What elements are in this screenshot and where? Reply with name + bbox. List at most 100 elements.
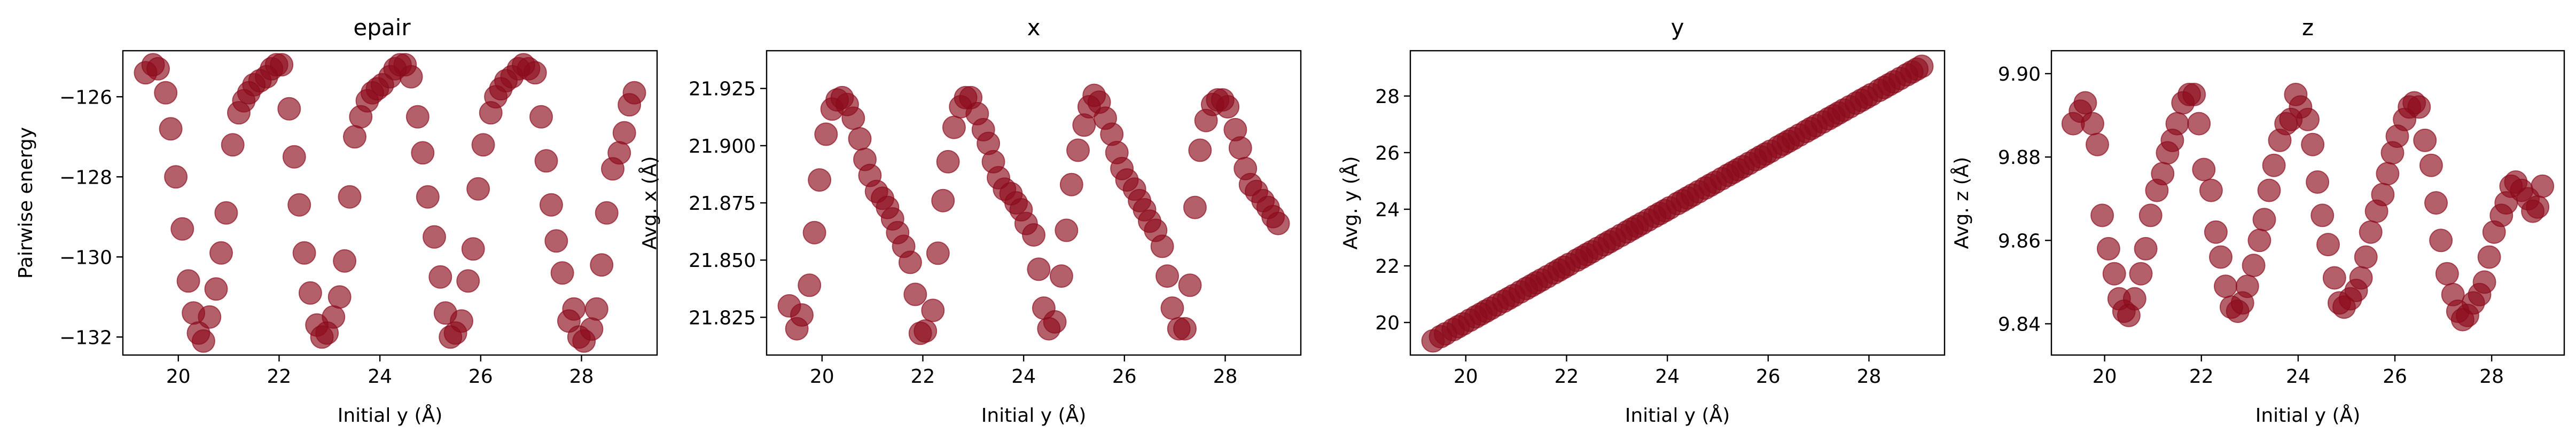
plot-area-frame [2050,50,2565,356]
x-tick-label: 28 [1857,366,1882,388]
x-tick-label: 24 [2286,366,2310,388]
data-point [607,141,631,165]
x-tick-label: 26 [469,366,493,388]
data-point [936,149,960,174]
data-point [298,281,322,305]
data-point [798,273,822,297]
y-axis-ticks: −132 −130 −128 −126 [59,86,123,349]
data-point [914,319,938,343]
data-point [2301,132,2325,156]
scatter-points [1421,54,1934,353]
data-point [550,261,574,285]
data-point [146,57,170,81]
data-point [2214,274,2237,298]
data-point [450,309,473,333]
data-point [1160,296,1184,320]
data-point [921,298,945,322]
x-tick-label: 20 [166,366,191,388]
x-tick-label: 24 [1011,366,1036,388]
data-point [2359,220,2383,244]
data-point [209,241,233,265]
y-tick-label: −128 [59,167,112,188]
y-tick-label: 9.88 [1998,147,2041,169]
data-point [1027,257,1051,281]
data-point [1055,218,1079,242]
y-axis-label: Avg. y (Å) [1339,156,1362,249]
data-point [1066,138,1090,162]
data-point [814,122,838,146]
x-axis-ticks: 20 22 24 26 28 [166,355,594,388]
data-point [2134,237,2158,261]
data-point [2129,262,2153,286]
data-point [942,115,966,139]
data-point [903,282,927,306]
data-point [2531,174,2555,198]
data-point [523,61,547,85]
data-point [2102,262,2126,286]
data-point [2235,274,2259,298]
data-point [534,149,558,173]
data-point [544,229,568,253]
data-point [416,185,440,209]
data-point [539,193,563,217]
data-point [841,106,865,130]
x-tick-label: 28 [1213,366,1238,388]
data-point [2424,191,2448,215]
data-point [622,81,646,105]
data-point [2472,270,2496,294]
data-point [1188,138,1212,162]
data-point [1173,317,1197,341]
x-tick-label: 20 [1454,366,1478,388]
x-axis-label: Initial y (Å) [1625,404,1730,427]
data-point [808,168,832,192]
data-point [2138,203,2163,227]
data-point [595,201,619,225]
data-point [802,220,826,245]
chart-panel-x: x 20 22 24 26 28 21.82521.85021.87521.90021.… [638,14,1302,427]
data-point [2073,91,2097,115]
data-point [612,121,636,145]
y-tick-label: 9.86 [1998,230,2041,252]
data-point [1150,234,1174,258]
data-point [1183,195,1207,219]
data-point [176,269,200,293]
data-point [411,141,435,165]
plot-area-frame [766,50,1302,356]
y-axis-label: Avg. x (Å) [638,156,661,249]
x-axis-ticks: 20 22 24 26 28 [1454,355,1882,388]
y-tick-label: 24 [1375,199,1400,221]
x-axis-label: Initial y (Å) [2255,404,2361,427]
data-point [456,269,480,293]
y-tick-label: 22 [1375,256,1400,278]
scatter-points [134,53,646,353]
data-point [2310,203,2335,227]
data-point [204,277,228,301]
y-axis-label: Avg. z (Å) [1950,157,1973,249]
data-point [2151,162,2175,186]
y-tick-label: 28 [1375,86,1400,108]
x-tick-label: 26 [1756,366,1781,388]
data-point [2296,107,2320,131]
x-tick-label: 20 [810,366,834,388]
data-point [322,305,346,329]
y-tick-label: 21.925 [689,78,756,100]
data-point [1043,310,1067,334]
data-point [2090,203,2114,227]
x-tick-label: 22 [1555,366,1579,388]
data-point [2371,183,2395,207]
data-point [580,317,604,341]
data-point [931,188,955,212]
x-tick-label: 24 [1655,366,1680,388]
data-point [2316,233,2340,257]
data-point [2252,208,2276,232]
data-point [327,285,352,309]
data-point [2165,112,2189,136]
data-point [2429,229,2453,253]
y-tick-label: 21.900 [689,136,756,158]
y-tick-label: −126 [59,86,112,108]
data-point [292,241,316,265]
x-axis-label: Initial y (Å) [338,404,443,427]
data-point [343,125,366,149]
data-point [2209,245,2232,269]
